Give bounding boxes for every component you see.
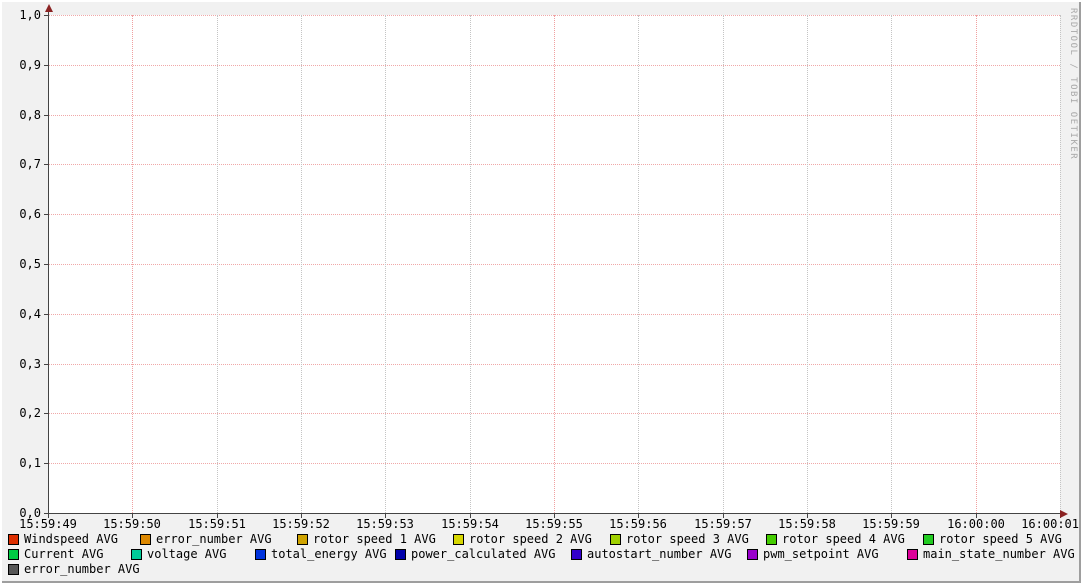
legend-color-swatch: [907, 549, 918, 560]
y-tick: [44, 364, 48, 365]
x-tick: [470, 514, 471, 518]
x-axis-label: 15:59:54: [441, 517, 499, 531]
legend-color-swatch: [571, 549, 582, 560]
x-axis-line: [48, 513, 1061, 514]
x-axis-label: 15:59:53: [356, 517, 414, 531]
v-gridline: [554, 15, 555, 513]
y-axis-label: 1,0: [19, 8, 41, 22]
v-gridline: [301, 15, 302, 513]
legend-color-swatch: [140, 534, 151, 545]
legend-label: error_number AVG: [156, 532, 272, 546]
legend-label: voltage AVG: [147, 547, 227, 561]
legend-label: power_calculated AVG: [411, 547, 556, 561]
x-tick: [48, 514, 49, 518]
y-axis-label: 0,9: [19, 58, 41, 72]
y-tick: [44, 214, 48, 215]
y-tick: [44, 413, 48, 414]
legend-label: Current AVG: [24, 547, 104, 561]
legend-label: rotor speed 5 AVG: [939, 532, 1062, 546]
x-tick: [638, 514, 639, 518]
x-axis-arrow-icon: [1060, 510, 1068, 518]
x-axis-label: 15:59:55: [525, 517, 583, 531]
x-axis-label: 16:00:00: [947, 517, 1005, 531]
v-gridline: [638, 15, 639, 513]
legend-label: rotor speed 2 AVG: [469, 532, 592, 546]
legend-color-swatch: [395, 549, 406, 560]
x-axis-label: 15:59:49: [19, 517, 77, 531]
legend-label: rotor speed 3 AVG: [626, 532, 749, 546]
v-gridline: [891, 15, 892, 513]
y-axis-label: 0,4: [19, 307, 41, 321]
y-axis-label: 0,5: [19, 257, 41, 271]
v-gridline: [132, 15, 133, 513]
y-tick: [44, 513, 48, 514]
legend-color-swatch: [8, 564, 19, 575]
legend-label: main_state_number AVG: [923, 547, 1075, 561]
legend-label: rotor speed 4 AVG: [782, 532, 905, 546]
y-axis-line: [48, 10, 49, 514]
y-axis-label: 0,6: [19, 207, 41, 221]
y-axis-label: 0,7: [19, 157, 41, 171]
y-axis-label: 0,3: [19, 357, 41, 371]
x-tick: [807, 514, 808, 518]
y-tick: [44, 164, 48, 165]
legend-color-swatch: [131, 549, 142, 560]
legend-color-swatch: [8, 534, 19, 545]
y-tick: [44, 264, 48, 265]
v-gridline: [976, 15, 977, 513]
v-gridline: [385, 15, 386, 513]
x-axis-label: 15:59:51: [188, 517, 246, 531]
y-tick: [44, 115, 48, 116]
x-tick: [554, 514, 555, 518]
legend-color-swatch: [297, 534, 308, 545]
legend-color-swatch: [255, 549, 266, 560]
v-gridline: [807, 15, 808, 513]
y-tick: [44, 15, 48, 16]
y-axis-label: 0,2: [19, 406, 41, 420]
v-gridline: [723, 15, 724, 513]
legend-color-swatch: [453, 534, 464, 545]
legend-color-swatch: [923, 534, 934, 545]
x-axis-label: 15:59:50: [103, 517, 161, 531]
x-axis-label: 15:59:59: [862, 517, 920, 531]
y-tick: [44, 314, 48, 315]
x-axis-label: 16:00:01: [1021, 517, 1079, 531]
x-axis-label: 15:59:52: [272, 517, 330, 531]
x-axis-label: 15:59:58: [778, 517, 836, 531]
x-tick: [891, 514, 892, 518]
x-tick: [217, 514, 218, 518]
x-tick: [385, 514, 386, 518]
y-axis-arrow-icon: [45, 4, 53, 12]
legend-label: total_energy AVG: [271, 547, 387, 561]
y-axis-label: 0,0: [19, 506, 41, 520]
watermark-text: RRDTOOL / TOBI OETIKER: [1068, 8, 1078, 161]
v-gridline: [217, 15, 218, 513]
legend-label: error_number AVG: [24, 562, 140, 576]
x-axis-label: 15:59:56: [609, 517, 667, 531]
y-tick: [44, 463, 48, 464]
legend-label: rotor speed 1 AVG: [313, 532, 436, 546]
y-axis-label: 0,8: [19, 108, 41, 122]
legend-label: pwm_setpoint AVG: [763, 547, 879, 561]
legend-color-swatch: [747, 549, 758, 560]
legend-color-swatch: [610, 534, 621, 545]
x-tick: [723, 514, 724, 518]
x-tick: [976, 514, 977, 518]
y-axis-label: 0,1: [19, 456, 41, 470]
v-gridline: [1060, 15, 1061, 513]
v-gridline: [470, 15, 471, 513]
x-tick: [301, 514, 302, 518]
legend-label: Windspeed AVG: [24, 532, 118, 546]
legend-label: autostart_number AVG: [587, 547, 732, 561]
x-tick: [132, 514, 133, 518]
y-tick: [44, 65, 48, 66]
legend-color-swatch: [766, 534, 777, 545]
x-axis-label: 15:59:57: [694, 517, 752, 531]
legend-color-swatch: [8, 549, 19, 560]
